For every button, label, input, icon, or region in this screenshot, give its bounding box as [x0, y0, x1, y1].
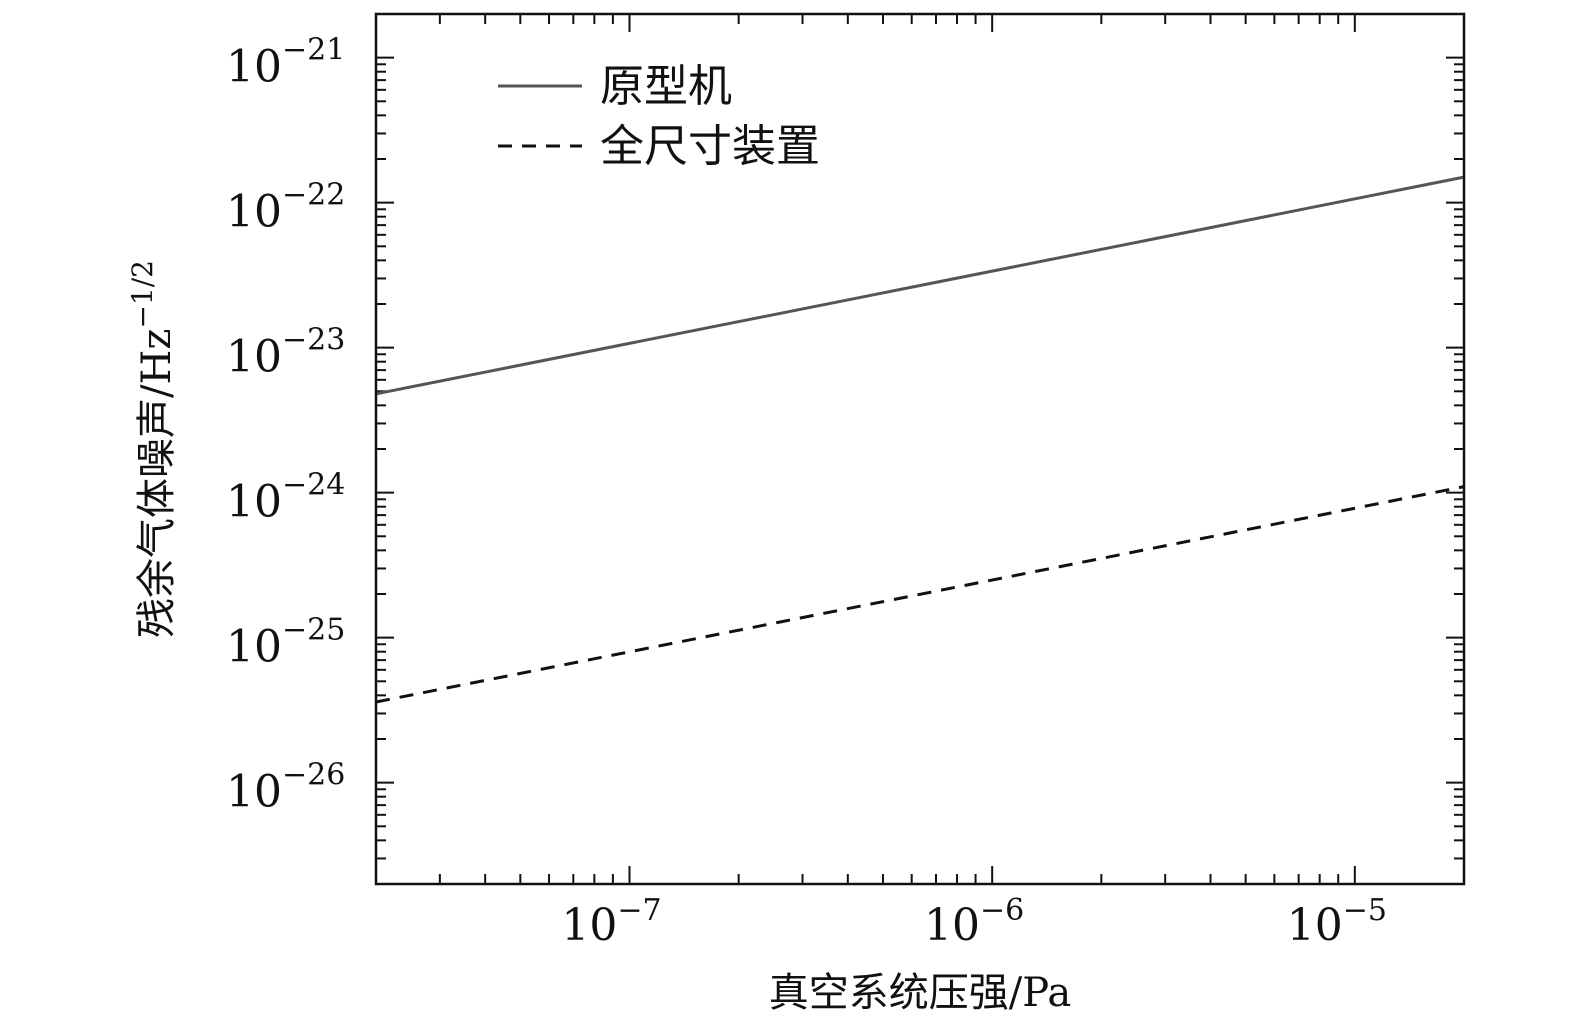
y-tick-exp: −24	[282, 468, 345, 503]
y-tick-base: 10	[226, 767, 282, 818]
y-tick-base: 10	[226, 622, 282, 673]
x-tick-base: 10	[924, 900, 980, 951]
legend: 原型机 全尺寸装置	[498, 61, 820, 172]
x-tick-label: 10−6	[924, 893, 1024, 951]
x-tick-exp: −5	[1343, 893, 1387, 928]
y-axis-title-exp: −1/2	[126, 260, 159, 329]
series-line-1	[375, 485, 1465, 704]
x-tick-exp: −7	[617, 893, 661, 928]
x-tick-exp: −6	[980, 893, 1024, 928]
y-axis-title: 残余气体噪声/Hz−1/2	[126, 260, 180, 638]
y-tick-base: 10	[226, 187, 282, 238]
legend-label-full-scale: 全尺寸装置	[600, 121, 820, 172]
y-tick-exp: −26	[282, 758, 345, 793]
series-line-0	[375, 175, 1465, 396]
y-axis-title-text: 残余气体噪声/Hz	[134, 329, 180, 638]
y-tick-label: 10−21	[226, 33, 345, 93]
legend-label-prototype: 原型机	[600, 61, 732, 112]
x-tick-base: 10	[1287, 900, 1343, 951]
x-axis-title: 真空系统压强/Pa	[769, 970, 1071, 1016]
y-tick-label: 10−23	[226, 323, 345, 383]
y-tick-label: 10−25	[226, 613, 345, 673]
plot-frame	[374, 12, 1466, 886]
y-tick-base: 10	[226, 477, 282, 528]
y-tick-exp: −21	[282, 33, 345, 68]
y-tick-label: 10−26	[226, 758, 345, 818]
x-tick-label: 10−7	[561, 893, 661, 951]
y-axis-title-group: 残余气体噪声/Hz−1/2	[126, 260, 180, 638]
y-tick-exp: −25	[282, 613, 345, 648]
y-tick-label: 10−24	[226, 468, 345, 528]
y-tick-base: 10	[226, 42, 282, 93]
y-tick-exp: −23	[282, 323, 345, 358]
x-tick-base: 10	[561, 900, 617, 951]
series-layer	[375, 175, 1465, 704]
x-tick-label: 10−5	[1287, 893, 1387, 951]
y-tick-label: 10−22	[226, 178, 345, 238]
ticks-layer: 10−7 10−6 10−510−2110−2210−2310−2410−2510−…	[226, 13, 1465, 951]
y-tick-exp: −22	[282, 178, 345, 213]
y-tick-base: 10	[226, 332, 282, 383]
